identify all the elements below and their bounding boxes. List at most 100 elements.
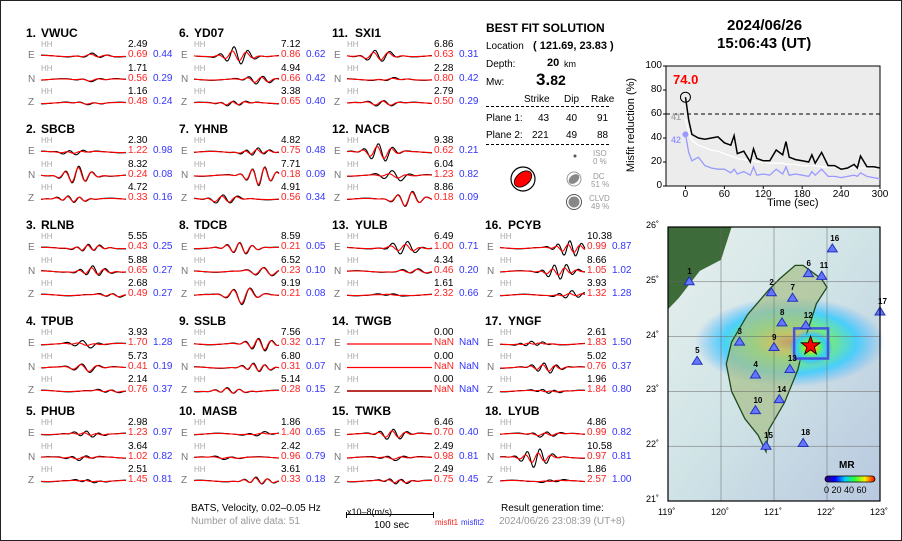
misfit1-value: 0.86: [281, 49, 301, 60]
misfit1-value: 0.76: [587, 360, 607, 372]
mr-legend-title: MR: [839, 460, 855, 471]
component-label: Z: [487, 289, 494, 300]
station-marker-label: 10: [753, 395, 763, 405]
component-label: Z: [181, 193, 188, 204]
amplitude-value: 2.30: [128, 135, 148, 146]
channel-label: HH: [41, 40, 53, 49]
component-label: Z: [334, 475, 341, 486]
station-name: PCYB: [508, 218, 542, 232]
misfit1-value: 0.43: [128, 241, 148, 252]
header-dip: Dip: [564, 94, 580, 105]
station-title: 2.: [26, 122, 37, 136]
station-name: LYUB: [508, 404, 540, 418]
component-label: E: [28, 146, 35, 157]
component-label: N: [334, 169, 342, 181]
misfit2-value: 0.65: [306, 427, 326, 438]
misfit2-value: 0.45: [459, 474, 479, 485]
amplitude-value: 8.59: [281, 231, 301, 242]
amplitude-value: 1.16: [128, 86, 148, 97]
channel-label: HH: [194, 375, 206, 384]
component-label: N: [334, 451, 342, 463]
amplitude-value: 0.00: [434, 374, 454, 385]
amplitude-value: 8.66: [587, 254, 607, 266]
channel-label: HH: [41, 255, 53, 265]
station-name: TWGB: [355, 314, 392, 328]
time-scale-bar: [346, 512, 434, 518]
component-label: E: [181, 146, 188, 157]
amplitude-value: 1.96: [587, 374, 607, 385]
amplitude-value: 3.64: [128, 440, 148, 452]
component-label: E: [487, 242, 494, 253]
lat-tick-label: 25˚: [646, 274, 660, 285]
amplitude-value: 2.61: [587, 327, 607, 338]
amplitude-value: 2.68: [128, 278, 148, 289]
y-tick-label: 60: [650, 108, 662, 119]
component-label: Z: [181, 289, 188, 300]
synthetic-trace: [194, 456, 279, 459]
component-label: Z: [28, 475, 35, 486]
station-name: VWUC: [41, 26, 78, 40]
station-title: 7.: [179, 122, 190, 136]
channel-label: HH: [500, 441, 512, 451]
plane2-strike: 221: [532, 130, 549, 141]
amplitude-value: 3.61: [281, 464, 301, 475]
channel-label: HH: [347, 183, 359, 192]
component-label: N: [334, 361, 342, 373]
x-tick-label: 180: [793, 189, 811, 200]
misfit1-legend: misfit1: [435, 518, 459, 527]
header-rake: Rake: [591, 94, 615, 105]
synthetic-trace: [41, 78, 127, 82]
mr-colorbar: [824, 475, 876, 483]
station-triangle-icon: [768, 341, 780, 352]
header-strike: Strike: [524, 94, 550, 105]
depth-unit: km: [564, 59, 576, 69]
component-label: Z: [334, 385, 341, 396]
misfit1-value: 0.75: [434, 474, 454, 485]
misfit2-value: 0.07: [306, 360, 326, 372]
iso-label: ISO: [593, 149, 607, 158]
station-name: NACB: [355, 122, 390, 136]
amplitude-value: 2.49: [434, 464, 454, 475]
synthetic-trace: [499, 342, 585, 346]
component-label: E: [334, 146, 341, 157]
chart-xlabel: Time (sec): [767, 197, 819, 209]
amplitude-value: 6.86: [434, 39, 454, 50]
misfit1-value: 1.84: [587, 384, 607, 395]
iso-value: 0 %: [593, 157, 607, 166]
misfit1-value: NaN: [434, 360, 455, 372]
station-name: YNGF: [508, 314, 542, 328]
station-marker-label: 18: [801, 428, 811, 438]
synthetic-trace: [41, 432, 126, 436]
channel-label: HH: [347, 328, 359, 337]
station-triangle-icon: [826, 242, 839, 253]
misfit1-value: 0.75: [281, 145, 301, 156]
component-label: E: [487, 338, 494, 349]
channel-label: HH: [194, 63, 206, 73]
synthetic-trace: [194, 101, 279, 106]
plane2-label: Plane 2:: [486, 130, 523, 141]
misfit1-value: 0.76: [128, 384, 148, 395]
station-title: 6.: [179, 26, 190, 40]
component-label: N: [28, 73, 36, 85]
synthetic-trace: [41, 150, 126, 154]
misfit1-value: 0.48: [128, 96, 148, 107]
synthetic-trace: [499, 432, 585, 437]
channel-label: HH: [41, 441, 53, 451]
misfit2-value: 0.66: [459, 288, 479, 299]
misfit1-value: 2.57: [587, 474, 607, 485]
station-triangle-icon: [691, 355, 704, 365]
alive-count: Number of alive data: 51: [191, 516, 300, 527]
mr-legend-ticks: 0 20 40 60: [824, 485, 867, 495]
misfit1-value: 0.18: [434, 192, 454, 203]
amplitude-value: 9.38: [434, 135, 454, 146]
misfit1-value: 0.97: [587, 450, 607, 462]
station-name: YHNB: [194, 122, 229, 136]
y-tick-label: 40: [650, 132, 662, 143]
plane2-dip: 49: [566, 130, 578, 141]
amplitude-value: 1.71: [128, 62, 148, 74]
series-best: [684, 97, 881, 170]
misfit1-value: 0.66: [281, 72, 301, 84]
synthetic-trace: [41, 389, 126, 393]
amplitude-value: 4.91: [281, 182, 301, 193]
